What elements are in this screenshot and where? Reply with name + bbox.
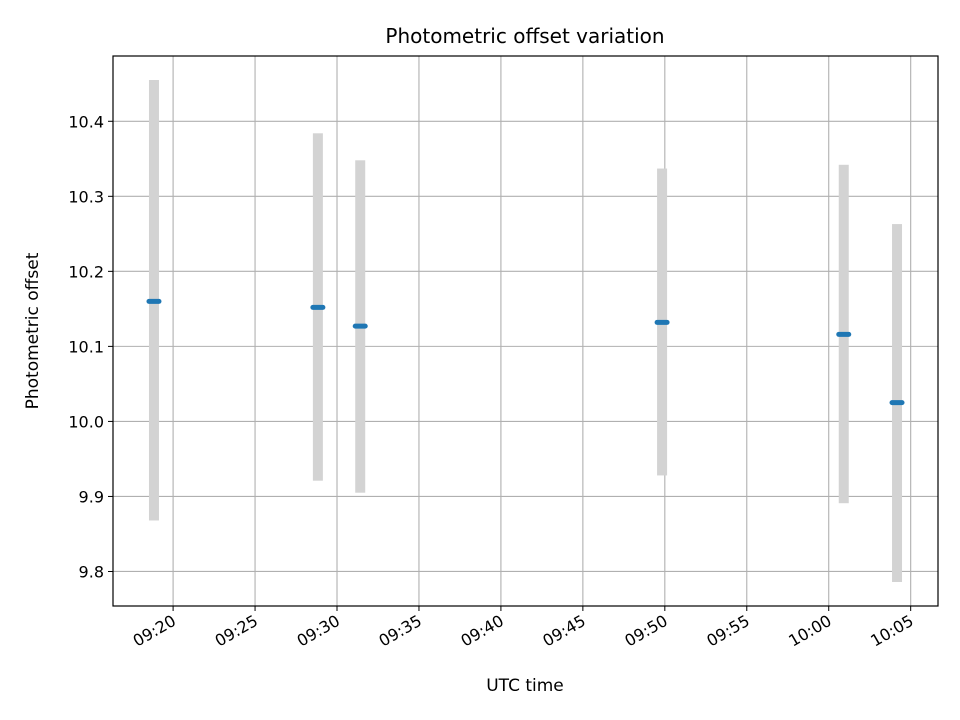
y-tick-label: 9.9 [79, 487, 104, 506]
data-points [146, 298, 905, 406]
x-axis-label: UTC time [486, 676, 564, 696]
x-tick-label: 09:50 [621, 611, 670, 651]
y-tick-label: 10.1 [68, 337, 104, 356]
x-ticks: 09:20 09:25 09:30 09:35 09:40 09:45 09:50 09:55… [130, 606, 917, 651]
y-ticks: 9.8 9.9 10.0 10.1 10.2 10.3 10.4 [68, 112, 113, 581]
x-tick-label: 09:30 [294, 611, 343, 651]
x-tick-label: 09:40 [457, 611, 506, 651]
y-tick-label: 10.2 [68, 262, 104, 281]
x-tick-label: 09:25 [212, 611, 261, 651]
x-tick-label: 09:35 [376, 611, 425, 651]
x-tick-label: 09:45 [539, 611, 588, 651]
x-tick-label: 09:20 [130, 611, 179, 651]
y-tick-label: 10.0 [68, 412, 104, 431]
y-tick-label: 10.3 [68, 187, 104, 206]
y-axis-label: Photometric offset [23, 252, 43, 409]
x-tick-label: 09:55 [703, 611, 752, 651]
y-tick-label: 10.4 [68, 112, 104, 131]
errorbars [148, 80, 903, 582]
y-tick-label: 9.8 [79, 562, 104, 581]
plot-frame [112, 55, 939, 607]
x-tick-label: 10:05 [867, 611, 916, 651]
chart-title: Photometric offset variation [385, 24, 664, 48]
x-tick-label: 10:00 [785, 611, 834, 651]
grid [113, 56, 938, 606]
